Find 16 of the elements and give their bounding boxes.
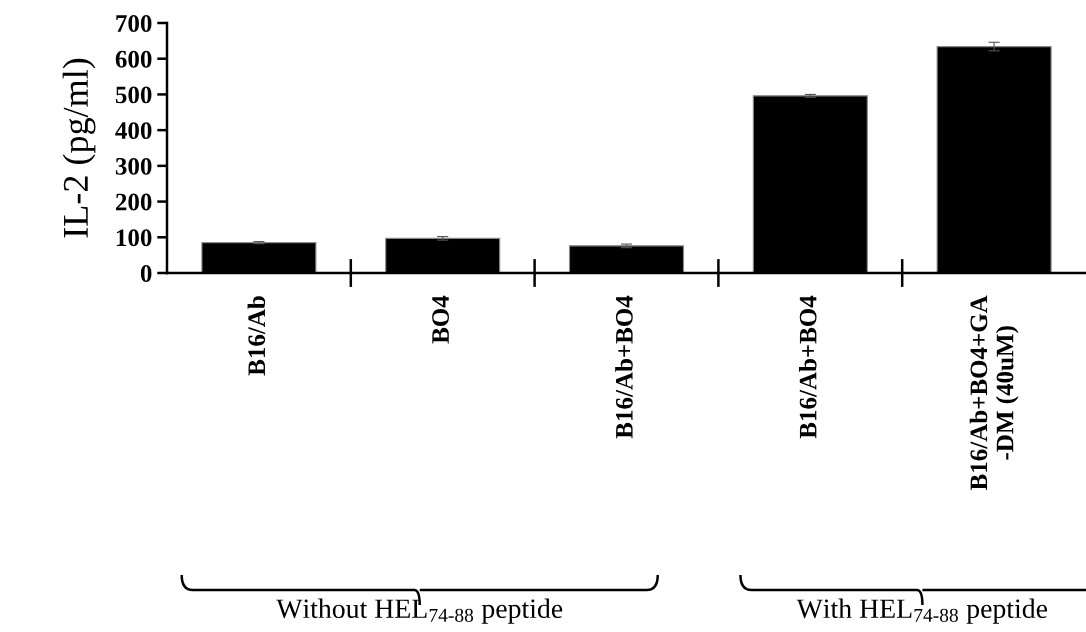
y-tick-label: 400 [115,122,152,140]
y-axis-title: IL-2 (pg/ml) [62,58,96,238]
x-tick-label: B16/Ab+BO4 [615,295,633,439]
y-tick-label: 200 [115,193,152,211]
y-tick-label: 600 [115,50,152,68]
y-tick-label: 500 [115,86,152,104]
x-tick-label: B16/Ab+BO4+GA -DM (40uM) [969,295,1019,490]
y-tick-label: 100 [116,229,152,247]
text: With HEL$_{74-88}$ peptide [796,598,1048,624]
y-tick-label: 300 [115,157,152,175]
y-tick-label: 0 [140,265,152,282]
x-tick-label: BO4 [432,295,449,344]
x-tick-label: B16/Ab+BO4 [798,295,817,439]
x-tick-label: B16/Ab [247,296,266,376]
y-tick-label: 700 [116,15,152,32]
text: Without HEL$_{74-88}$ peptide [276,598,563,624]
